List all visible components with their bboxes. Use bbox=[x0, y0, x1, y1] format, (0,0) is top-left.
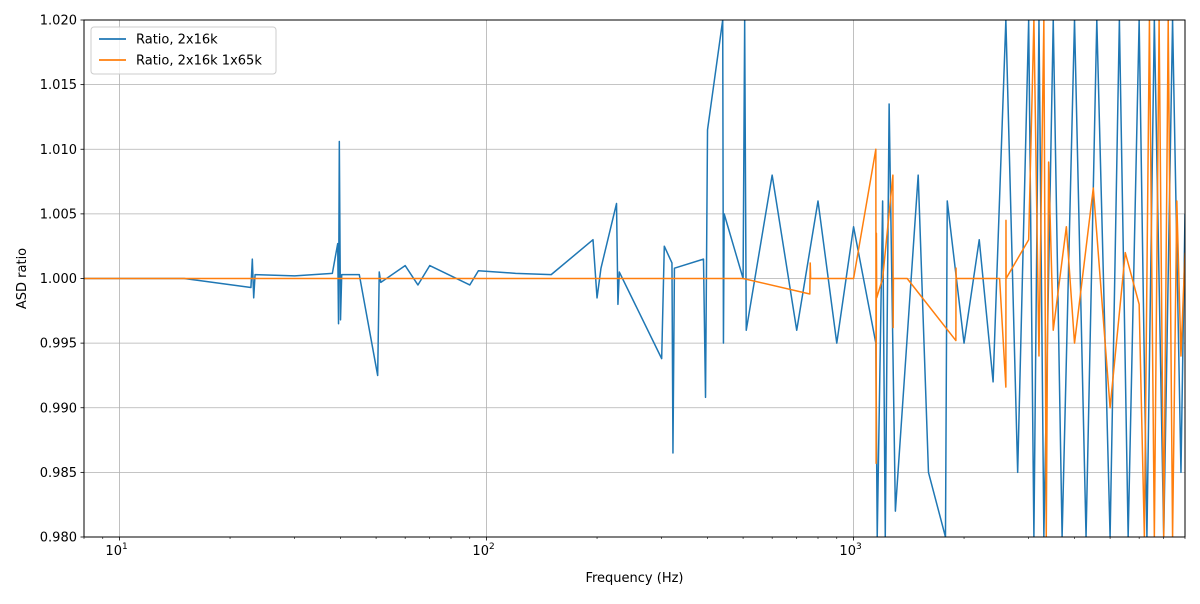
y-tick-label: 1.000 bbox=[40, 272, 77, 287]
x-tick-label: 102 bbox=[472, 542, 494, 559]
legend-entry-2: Ratio, 2x16k 1x65k bbox=[136, 54, 262, 69]
x-tick-label: 101 bbox=[105, 542, 127, 559]
legend: Ratio, 2x16k Ratio, 2x16k 1x65k bbox=[90, 26, 277, 75]
x-axis-label: Frequency (Hz) bbox=[585, 571, 683, 586]
y-tick-label: 0.980 bbox=[40, 531, 77, 546]
y-tick-label: 1.015 bbox=[40, 78, 77, 93]
y-tick-label: 0.985 bbox=[40, 466, 77, 481]
axes-ticks: 0.980 0.985 0.990 0.995 1.000 1.005 1.010 1.015… bbox=[40, 14, 1186, 559]
y-tick-label: 0.990 bbox=[40, 401, 77, 416]
y-tick-label: 1.005 bbox=[40, 207, 77, 222]
y-tick-label: 1.020 bbox=[40, 14, 77, 29]
series-line-2 bbox=[84, 20, 1185, 537]
y-tick-label: 1.010 bbox=[40, 143, 77, 158]
plot-area bbox=[84, 20, 1185, 537]
x-tick-label: 103 bbox=[839, 542, 861, 559]
y-axis-label: ASD ratio bbox=[15, 248, 30, 309]
legend-entry-1: Ratio, 2x16k bbox=[136, 33, 218, 48]
legend-box bbox=[90, 26, 277, 75]
y-tick-label: 0.995 bbox=[40, 337, 77, 352]
